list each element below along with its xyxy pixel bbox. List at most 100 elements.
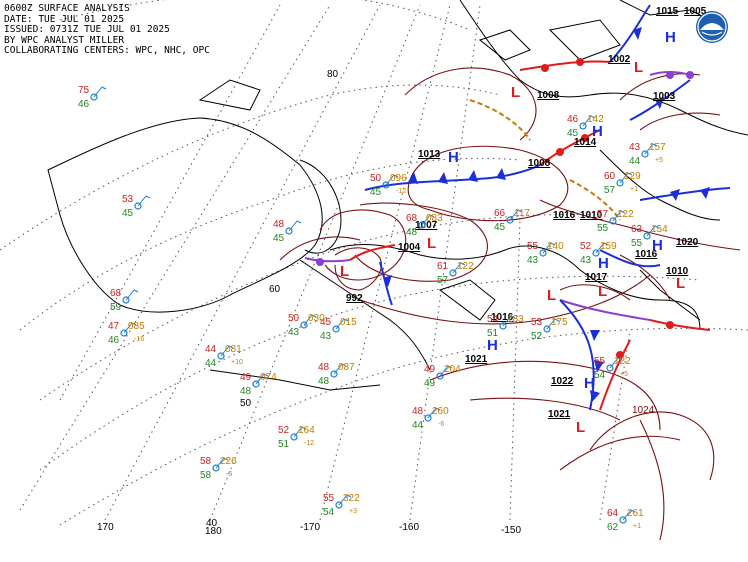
low-symbol: L [511,84,520,101]
station-temperature: 58 [200,456,212,467]
station-dewpoint: 46 [78,99,90,110]
isobar-label: 1024 [632,405,655,416]
grid-labels: 80 60 50 40 -170 -160 -150 170 180 [97,69,521,537]
station-temperature: 53 [122,194,134,205]
wind-barb [582,115,596,127]
station-dewpoint: 55 [597,223,609,234]
station-dewpoint: 54 [594,370,606,381]
station-dewpoint: 43 [288,327,300,338]
wind-barb [427,407,441,419]
header-centers: COLLABORATING CENTERS: WPC, NHC, OPC [4,45,210,56]
station-circle [579,122,587,130]
station-dewpoint: 59 [110,302,122,313]
station-dewpoint: 45 [370,187,382,198]
station-dewpoint: 58 [200,470,212,481]
wind-barb [137,195,151,207]
low-symbol: L [598,283,607,300]
pressure-value: 1008 [537,90,560,101]
station-dewpoint: 44 [629,156,641,167]
wind-barb [622,509,636,521]
station-plot: 57 55 122 [597,209,634,234]
high-center: 1021 [465,354,488,365]
wind-barb [439,365,453,377]
wind-barb [255,373,269,385]
station-temperature: 45 [320,317,332,328]
station-tendency: -5 [226,471,232,478]
header-date: DATE: TUE JUL 01 2025 [4,13,125,25]
station-dewpoint: 54 [323,507,335,518]
lat-label-50: 50 [240,398,252,409]
analysis-header: 0600Z SURFACE ANALYSIS DATE: TUE JUL 01 2… [4,3,210,57]
station-circle [330,370,338,378]
station-circle [90,93,98,101]
station-plot: 68 48 083 [406,213,443,238]
station-pressure: 096 [390,173,407,184]
station-circle [543,325,551,333]
lon-label-170w: -170 [300,522,320,533]
wind-barb [646,225,660,237]
station-plot: 64 62 261 +1 [607,508,644,533]
station-pressure: 085 [128,321,145,332]
station-circle [606,364,614,372]
lon-label-170e: 170 [97,522,114,533]
station-plot: 60 57 129 +1 [604,171,641,196]
station-temperature: 55 [527,241,539,252]
station-temperature: 54 [487,314,499,325]
station-pressure: 140 [547,241,564,252]
station-plot: 58 58 226 -5 [200,456,237,481]
station-dewpoint: 55 [631,238,643,249]
pressure-value: 1022 [551,376,574,387]
station-plot: 47 46 085 -16 [108,321,145,346]
low-symbol: L [340,263,349,280]
station-plot: 48 44 260 -6 [412,406,449,431]
station-dewpoint: 57 [437,275,449,286]
station-temperature: 52 [580,241,592,252]
station-dewpoint: 49 [424,378,436,389]
low-symbol: L [576,419,585,436]
station-pressure: 015 [340,317,357,328]
station-plot: 54 51 183 [487,314,524,339]
pressure-value: 1008 [528,158,551,169]
station-pressure: 261 [627,508,644,519]
low-symbol: L [634,59,643,76]
lat-label-60: 60 [269,284,281,295]
station-plot: 61 57 122 [437,261,474,286]
low-center: L 1002 [608,54,643,76]
wind-barb [546,318,560,330]
station-pressure: 164 [298,425,315,436]
lat-label-40: 40 [206,518,218,529]
station-temperature: 64 [607,508,619,519]
station-circle [122,296,130,304]
low-symbol: L [676,275,685,292]
station-plot: 52 43 159 [580,241,617,266]
pressure-value: 1015 [656,6,679,17]
station-plot: 55 54 122 +5 [594,356,631,381]
pressure-value: 1017 [585,272,608,283]
station-plot: 55 54 322 +3 [323,493,360,518]
station-temperature: 68 [406,213,418,224]
station-temperature: 53 [531,317,543,328]
station-circle [300,321,308,329]
wind-barb [293,426,307,438]
high-center: H H 1015 [598,6,679,272]
station-temperature: 43 [629,142,641,153]
header-issued: ISSUED: 0731Z TUE JUL 01 2025 [4,24,170,35]
pressure-value: 1021 [548,409,571,420]
station-plot: 55 43 140 [527,241,564,266]
station-dewpoint: 45 [567,128,579,139]
station-pressure: 183 [507,314,524,325]
station-dewpoint: 51 [278,439,290,450]
station-dewpoint: 62 [607,522,619,533]
station-temperature: 66 [494,208,506,219]
wind-barb [502,315,516,327]
pressure-value: 1016 [635,249,658,260]
station-pressure: 074 [260,372,277,383]
low-center: 1004 [398,242,421,253]
station-dewpoint: 48 [240,386,252,397]
station-temperature: 75 [78,85,90,96]
station-tendency: -12 [304,440,314,447]
